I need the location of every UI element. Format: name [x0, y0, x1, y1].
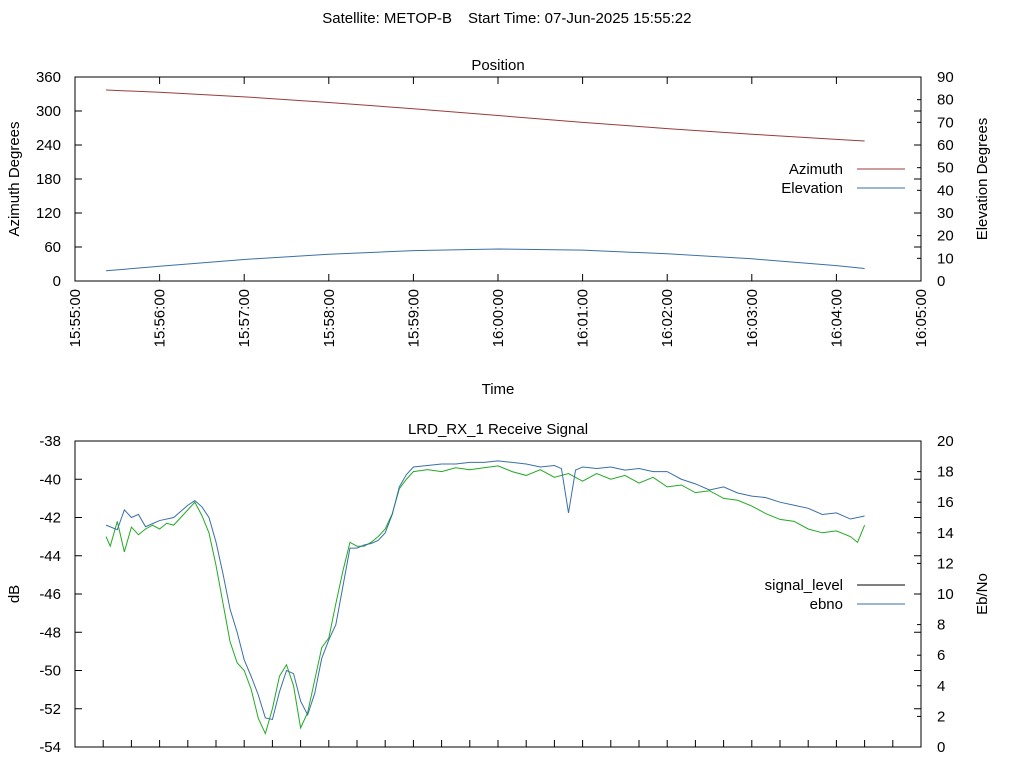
y2-axis-label: Eb/No [974, 573, 991, 615]
receive-signal-chart: LRD_RX_1 Receive Signal -54 -52 -50 -48 -46 -4… [6, 421, 991, 756]
series-line-azimuth [105, 89, 865, 142]
y2-tick-label: 50 [937, 160, 954, 177]
y2-tick-label: 8 [937, 617, 945, 634]
y-tick-label: -50 [39, 663, 61, 680]
y2-tick-label: 20 [937, 433, 954, 450]
plot-frame [74, 76, 922, 282]
series-line-ebno [105, 460, 865, 721]
x-tick-label: 15:55:00 [67, 289, 84, 347]
y-tick-label: 0 [53, 273, 61, 290]
x-tick-label: 16:03:00 [744, 289, 761, 347]
x-tick-label: 16:05:00 [913, 289, 930, 347]
y2-tick-label: 70 [937, 114, 954, 131]
y2-tick-label: 20 [937, 228, 954, 245]
y-tick-label: 180 [36, 171, 61, 188]
y-tick-label: -46 [39, 586, 61, 603]
y-axis-label: Azimuth Degrees [6, 121, 23, 236]
y2-tick-label: 0 [937, 739, 945, 756]
y2-tick-label: 18 [937, 464, 954, 481]
y-tick-label: 120 [36, 205, 61, 222]
suptitle-satellite: Satellite: METOP-B [322, 10, 452, 27]
y2-axis-label: Elevation Degrees [974, 118, 991, 241]
y-tick-label: -48 [39, 624, 61, 641]
y2-tick-label: 2 [937, 708, 945, 725]
y2-tick-label: 12 [937, 555, 954, 572]
x-tick-label: 15:59:00 [405, 289, 422, 347]
y-tick-label: 240 [36, 137, 61, 154]
y-tick-label: 60 [44, 239, 61, 256]
y2-tick-label: 10 [937, 586, 954, 603]
y-tick-label: 360 [36, 69, 61, 86]
series-line-elevation [105, 248, 865, 272]
y2-tick-label: 16 [937, 494, 954, 511]
y-tick-label: -40 [39, 471, 61, 488]
y-tick-label: -52 [39, 701, 61, 718]
x-tick-label: 16:01:00 [575, 289, 592, 347]
y2-tick-label: 14 [937, 525, 954, 542]
plot-frame [74, 440, 922, 748]
y2-tick-label: 6 [937, 647, 945, 664]
legend-label-signal-level: signal_level [765, 577, 843, 594]
y-tick-label: -44 [39, 548, 61, 565]
legend-label-elevation: Elevation [781, 180, 843, 197]
suptitle-start-time: Start Time: 07-Jun-2025 15:55:22 [468, 10, 691, 27]
legend-label-ebno: ebno [810, 596, 843, 613]
series-line-signal-level [105, 465, 866, 736]
y2-tick-label: 30 [937, 205, 954, 222]
y2-tick-label: 60 [937, 137, 954, 154]
y-axis-label: dB [6, 585, 23, 603]
chart-title: Position [471, 57, 524, 74]
chart-title: LRD_RX_1 Receive Signal [408, 421, 588, 438]
y2-tick-label: 80 [937, 92, 954, 109]
y2-tick-label: 90 [937, 69, 954, 86]
y-tick-label: -42 [39, 510, 61, 527]
position-chart: Position 0 60 120 180 240 300 360 0 10 20 30 40 50 60 7… [6, 57, 991, 398]
x-tick-label: 16:00:00 [490, 289, 507, 347]
x-tick-label: 15:56:00 [152, 289, 169, 347]
y-tick-label: -38 [39, 433, 61, 450]
y-tick-label: 300 [36, 103, 61, 120]
x-tick-label: 16:02:00 [659, 289, 676, 347]
y2-tick-label: 4 [937, 678, 945, 695]
x-axis-label: Time [482, 381, 515, 398]
y2-tick-label: 40 [937, 182, 954, 199]
x-tick-label: 16:04:00 [828, 289, 845, 347]
x-tick-label: 15:58:00 [321, 289, 338, 347]
y2-tick-label: 0 [937, 273, 945, 290]
x-tick-label: 15:57:00 [236, 289, 253, 347]
y-tick-label: -54 [39, 739, 61, 756]
y2-tick-label: 10 [937, 250, 954, 267]
legend-label-azimuth: Azimuth [789, 161, 843, 178]
